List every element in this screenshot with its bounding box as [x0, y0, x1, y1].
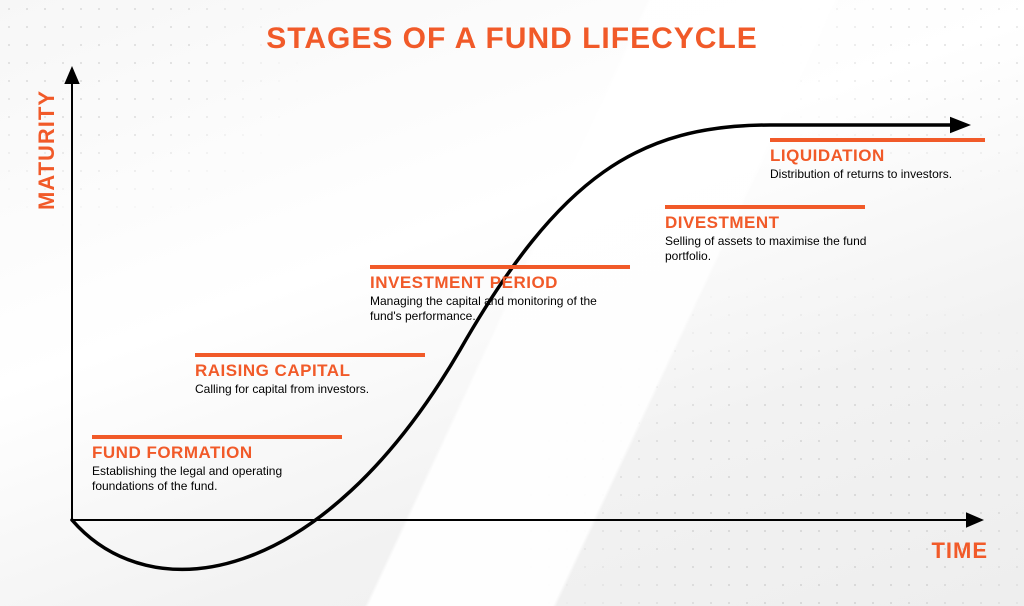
stage-liquidation: LIQUIDATIONDistribution of returns to in…	[770, 138, 985, 182]
stage-investment-period: INVESTMENT PERIODManaging the capital an…	[370, 265, 630, 324]
stage-title: LIQUIDATION	[770, 146, 985, 166]
stage-fund-formation: FUND FORMATIONEstablishing the legal and…	[92, 435, 342, 494]
diagram-title: STAGES OF A FUND LIFECYCLE	[0, 22, 1024, 56]
stage-divestment: DIVESTMENTSelling of assets to maximise …	[665, 205, 875, 264]
x-axis-label: TIME	[931, 538, 988, 564]
stage-title: RAISING CAPITAL	[195, 361, 425, 381]
stage-description: Managing the capital and monitoring of t…	[370, 294, 620, 324]
y-axis-label: MATURITY	[34, 90, 60, 210]
stage-bar	[92, 435, 342, 439]
stage-description: Calling for capital from investors.	[195, 382, 425, 397]
stage-bar	[770, 138, 985, 142]
stage-description: Distribution of returns to investors.	[770, 167, 985, 182]
stage-description: Establishing the legal and operating fou…	[92, 464, 342, 494]
stage-bar	[665, 205, 865, 209]
stage-title: FUND FORMATION	[92, 443, 342, 463]
stage-title: INVESTMENT PERIOD	[370, 273, 630, 293]
stage-title: DIVESTMENT	[665, 213, 875, 233]
stage-bar	[195, 353, 425, 357]
stage-bar	[370, 265, 630, 269]
stage-raising-capital: RAISING CAPITALCalling for capital from …	[195, 353, 425, 397]
stage-description: Selling of assets to maximise the fund p…	[665, 234, 875, 264]
